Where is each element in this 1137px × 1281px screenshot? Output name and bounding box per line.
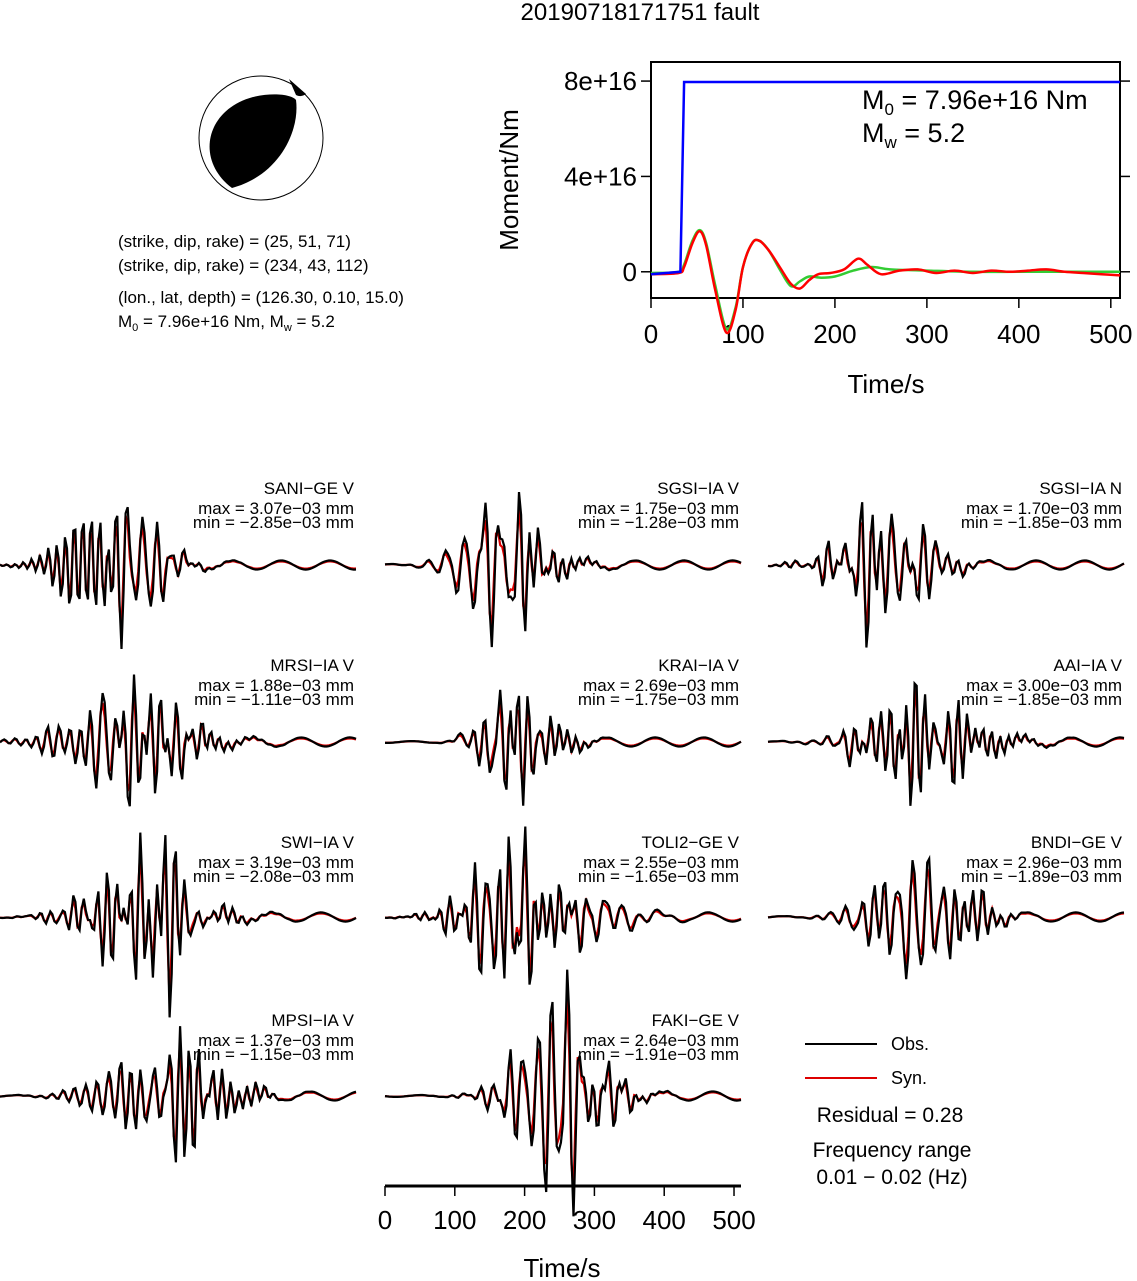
station-max: max = 1.70e−03 mm (966, 499, 1122, 518)
observed-waveform (0, 506, 357, 649)
station-min: min = −1.75e−03 mm (578, 690, 739, 709)
moment-text: M0 = 7.96e+16 Nm, Mw = 5.2 (118, 312, 335, 334)
station-max: max = 3.00e−03 mm (966, 676, 1122, 695)
nodal-plane-2-text: (strike, dip, rake) = (234, 43, 112) (118, 256, 369, 275)
observed-waveform (385, 689, 742, 806)
station-min: min = −1.15e−03 mm (193, 1045, 354, 1064)
legend-obs-label: Obs. (891, 1034, 929, 1054)
waveform-xtick-label: 300 (573, 1205, 616, 1235)
observed-waveform (0, 674, 357, 807)
moment-ytick-label: 4e+16 (564, 161, 637, 191)
nodal-plane-1-text: (strike, dip, rake) = (25, 51, 71) (118, 232, 351, 251)
station-max: max = 2.64e−03 mm (583, 1031, 739, 1050)
station-max: max = 1.37e−03 mm (198, 1031, 354, 1050)
moment-xtick-label: 0 (644, 319, 658, 349)
moment-rate-observed-line (650, 230, 1121, 335)
station-max: max = 3.07e−03 mm (198, 499, 354, 518)
waveform-time-axis: Time/s 0 100 200 300 400 500 (378, 1184, 756, 1281)
station-min: min = −1.85e−03 mm (961, 513, 1122, 532)
station-min: min = −1.85e−03 mm (961, 690, 1122, 709)
observed-waveform (767, 854, 1125, 980)
residual-text: Residual = 0.28 (817, 1104, 964, 1127)
moment-cumulative-line (650, 80, 1120, 276)
moment-rate-chart: 0 4e+16 8e+16 0 100 200 300 400 500 Moment/Nm T… (494, 61, 1132, 399)
moment-xtick-label: 500 (1089, 319, 1132, 349)
waveform-xtick-label: 500 (712, 1205, 755, 1235)
station-min: min = −2.08e−03 mm (193, 867, 354, 886)
station-label: SWI−IA V (281, 833, 355, 852)
station-max: max = 2.55e−03 mm (583, 853, 739, 872)
station-label: KRAI−IA V (658, 656, 739, 675)
observed-waveform (0, 1026, 357, 1163)
station-label: SANI−GE V (264, 479, 355, 498)
station-max: max = 1.75e−03 mm (583, 499, 739, 518)
moment-ytick-label: 0 (623, 257, 637, 287)
station-min: min = −1.11e−03 mm (194, 690, 354, 709)
station-label: MRSI−IA V (270, 656, 354, 675)
station-label: TOLI2−GE V (642, 833, 740, 852)
station-label: FAKI−GE V (652, 1011, 740, 1030)
station-max: max = 1.88e−03 mm (198, 676, 354, 695)
station-label: BNDI−GE V (1031, 833, 1123, 852)
moment-xtick-label: 100 (721, 319, 764, 349)
figure-title: 20190718171751 fault (521, 0, 760, 26)
moment-xtick-label: 200 (813, 319, 856, 349)
moment-ytick-label: 8e+16 (564, 66, 637, 96)
station-label: AAI−IA V (1053, 656, 1122, 675)
focal-mechanism-beachball (198, 75, 324, 201)
waveform-xtick-label: 400 (643, 1205, 686, 1235)
station-min: min = −1.91e−03 mm (578, 1045, 739, 1064)
observed-waveform (767, 502, 1125, 648)
observed-waveform (384, 826, 742, 985)
observed-waveform (0, 832, 357, 1018)
frequency-title: Frequency range (813, 1139, 972, 1162)
waveform-xlabel: Time/s (523, 1253, 600, 1281)
station-min: min = −2.85e−03 mm (193, 513, 354, 532)
location-text: (lon., lat, depth) = (126.30, 0.10, 15.0… (118, 288, 404, 307)
station-label: SGSI−IA N (1039, 479, 1122, 498)
station-max: max = 2.69e−03 mm (583, 676, 739, 695)
moment-m0-annotation: M0 = 7.96e+16 Nm (862, 85, 1088, 119)
observed-waveform (384, 969, 742, 1217)
frequency-value: 0.01 − 0.02 (Hz) (816, 1166, 967, 1189)
station-label: MPSI−IA V (271, 1011, 354, 1030)
observed-waveform (384, 491, 742, 648)
moment-mw-annotation: Mw = 5.2 (862, 118, 965, 152)
station-max: max = 2.96e−03 mm (966, 853, 1122, 872)
waveform-xtick-label: 200 (503, 1205, 546, 1235)
station-min: min = −1.28e−03 mm (578, 513, 739, 532)
moment-plot-frame (650, 61, 1121, 299)
legend-syn-label: Syn. (891, 1068, 927, 1088)
waveform-xtick-label: 100 (433, 1205, 476, 1235)
station-label: SGSI−IA V (657, 479, 739, 498)
moment-ylabel: Moment/Nm (494, 109, 524, 251)
station-min: min = −1.65e−03 mm (578, 867, 739, 886)
waveform-legend: Obs. Syn. Residual = 0.28 Frequency rang… (805, 1034, 971, 1189)
moment-xlabel: Time/s (847, 369, 924, 399)
moment-xtick-label: 300 (905, 319, 948, 349)
waveform-xtick-label: 0 (378, 1205, 392, 1235)
station-max: max = 3.19e−03 mm (198, 853, 354, 872)
observed-waveform (767, 680, 1125, 806)
moment-xtick-label: 400 (997, 319, 1040, 349)
station-min: min = −1.89e−03 mm (961, 867, 1122, 886)
